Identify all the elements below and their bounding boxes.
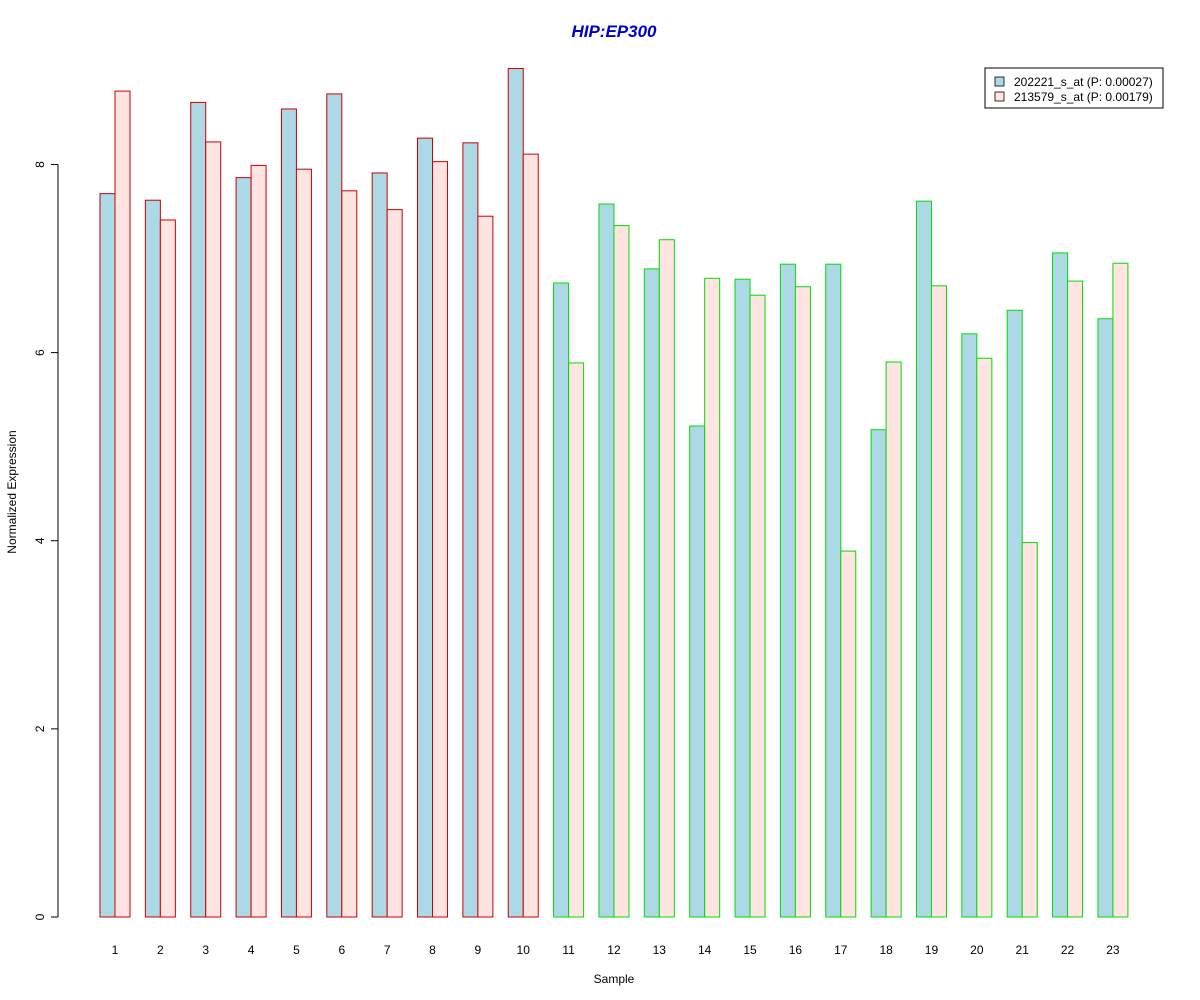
x-tick-label: 19 — [925, 943, 939, 957]
bar-sample-4-series-2 — [250, 164, 267, 918]
bar-sample-7-series-1 — [371, 172, 388, 918]
bar-sample-18-series-2 — [885, 361, 902, 918]
x-tick-label: 4 — [248, 943, 255, 957]
bars-group — [99, 68, 1129, 918]
x-tick-label: 7 — [384, 943, 391, 957]
bar-sample-14-series-2 — [704, 277, 721, 918]
x-tick-label: 10 — [517, 943, 531, 957]
x-tick-label: 2 — [157, 943, 164, 957]
bar-sample-1-series-1 — [99, 193, 116, 918]
bar-sample-16-series-2 — [794, 286, 811, 918]
x-tick-label: 6 — [338, 943, 345, 957]
legend-swatch-1 — [994, 76, 1005, 87]
bar-sample-3-series-2 — [205, 141, 222, 918]
bar-sample-6-series-2 — [341, 190, 358, 918]
bar-sample-17-series-2 — [840, 550, 857, 918]
legend-swatch-2 — [994, 91, 1005, 102]
x-tick-label: 9 — [475, 943, 482, 957]
x-tick-label: 22 — [1061, 943, 1075, 957]
bar-sample-15-series-2 — [749, 294, 766, 918]
y-tick-label: 4 — [33, 537, 47, 544]
bar-sample-14-series-1 — [689, 425, 706, 918]
bar-sample-12-series-2 — [613, 225, 630, 918]
y-tick-label: 2 — [33, 725, 47, 732]
bar-sample-7-series-2 — [386, 209, 403, 918]
bar-sample-20-series-2 — [976, 357, 993, 918]
bar-sample-22-series-2 — [1067, 280, 1084, 918]
x-tick-label: 23 — [1106, 943, 1120, 957]
x-tick-label: 20 — [970, 943, 984, 957]
y-axis: 0 2 4 6 8 — [33, 161, 59, 920]
legend-label-2: 213579_s_at (P: 0.00179) — [1014, 90, 1153, 104]
bar-sample-9-series-2 — [477, 215, 494, 918]
bar-sample-9-series-1 — [462, 142, 479, 918]
y-tick-label: 6 — [33, 349, 47, 356]
bar-sample-2-series-2 — [159, 219, 176, 918]
x-tick-label: 12 — [607, 943, 621, 957]
bar-sample-11-series-2 — [568, 362, 585, 918]
bar-sample-17-series-1 — [825, 263, 842, 918]
bar-sample-8-series-2 — [432, 161, 449, 918]
bar-sample-11-series-1 — [553, 282, 570, 918]
x-tick-label: 13 — [653, 943, 667, 957]
x-tick-label: 18 — [879, 943, 893, 957]
bar-sample-2-series-1 — [144, 199, 161, 918]
legend: 202221_s_at (P: 0.00027) 213579_s_at (P:… — [984, 67, 1164, 109]
bar-sample-19-series-2 — [930, 285, 947, 918]
bar-sample-20-series-1 — [961, 333, 978, 918]
bar-sample-19-series-1 — [915, 200, 932, 918]
bar-sample-5-series-1 — [280, 108, 297, 918]
bar-sample-18-series-1 — [870, 429, 887, 918]
bar-sample-4-series-1 — [235, 177, 252, 918]
bar-sample-21-series-2 — [1021, 542, 1038, 918]
bar-sample-13-series-1 — [643, 268, 660, 918]
chart-title: HIP:EP300 — [571, 22, 657, 41]
bar-sample-6-series-1 — [326, 93, 343, 918]
x-tick-label: 17 — [834, 943, 848, 957]
bar-sample-21-series-1 — [1006, 309, 1023, 918]
x-tick-label: 8 — [429, 943, 436, 957]
x-axis-label: Sample — [594, 972, 635, 986]
y-tick-label: 0 — [33, 913, 47, 920]
bar-sample-16-series-1 — [779, 263, 796, 918]
bar-sample-23-series-1 — [1097, 318, 1114, 918]
bar-sample-10-series-1 — [507, 68, 524, 918]
bar-sample-3-series-1 — [190, 101, 207, 918]
x-tick-label: 16 — [789, 943, 803, 957]
bar-sample-1-series-2 — [114, 90, 131, 918]
bar-sample-22-series-1 — [1052, 252, 1069, 918]
x-tick-labels: 1 2 3 4 5 6 7 8 9 10 11 12 13 14 15 16 17 18 19 20 21 22 23 — [112, 943, 1120, 957]
y-tick-label: 8 — [33, 161, 47, 168]
bar-sample-23-series-2 — [1112, 262, 1129, 918]
x-tick-label: 21 — [1016, 943, 1030, 957]
x-tick-label: 3 — [202, 943, 209, 957]
bar-sample-5-series-2 — [295, 168, 312, 918]
bar-sample-10-series-2 — [522, 153, 539, 918]
x-tick-label: 11 — [562, 943, 575, 957]
x-tick-label: 14 — [698, 943, 712, 957]
legend-label-1: 202221_s_at (P: 0.00027) — [1014, 75, 1153, 89]
y-axis-label: Normalized Expression — [5, 430, 19, 553]
bar-sample-15-series-1 — [734, 278, 751, 918]
bar-sample-13-series-2 — [658, 239, 675, 918]
bar-sample-8-series-1 — [417, 137, 434, 918]
x-tick-label: 15 — [743, 943, 757, 957]
x-tick-label: 1 — [112, 943, 119, 957]
legend-box — [984, 67, 1164, 109]
x-tick-label: 5 — [293, 943, 300, 957]
bar-sample-12-series-1 — [598, 203, 615, 918]
